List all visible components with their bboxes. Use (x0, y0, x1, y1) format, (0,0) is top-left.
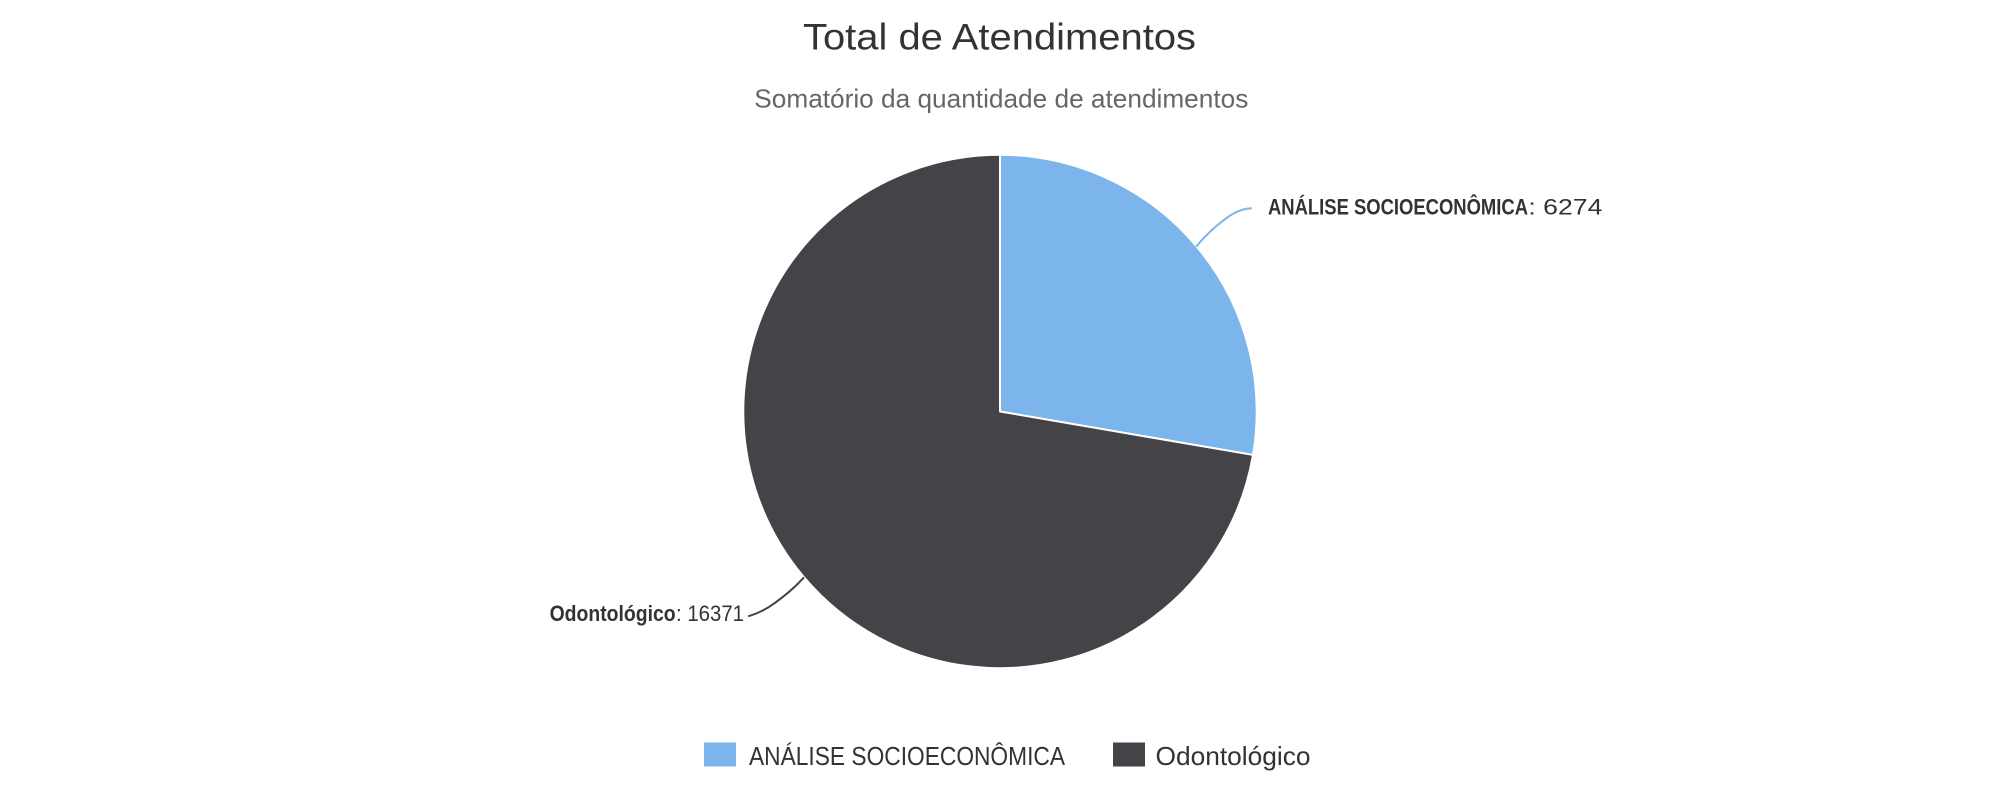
svg-text:Somatório da quantidade de ate: Somatório da quantidade de atendimentos (754, 83, 1248, 113)
svg-text:Total de Atendimentos: Total de Atendimentos (803, 17, 1196, 58)
svg-text:ANÁLISE SOCIOECONÔMICA: ANÁLISE SOCIOECONÔMICA (749, 741, 1066, 771)
svg-text:: 6274: : 6274 (1528, 195, 1602, 220)
svg-text:: 16371: : 16371 (676, 601, 744, 626)
svg-text:Odontológico: Odontológico (1156, 741, 1311, 771)
svg-text:Odontológico: Odontológico (550, 601, 676, 626)
svg-text:ANÁLISE SOCIOECONÔMICA: ANÁLISE SOCIOECONÔMICA (1268, 195, 1528, 220)
